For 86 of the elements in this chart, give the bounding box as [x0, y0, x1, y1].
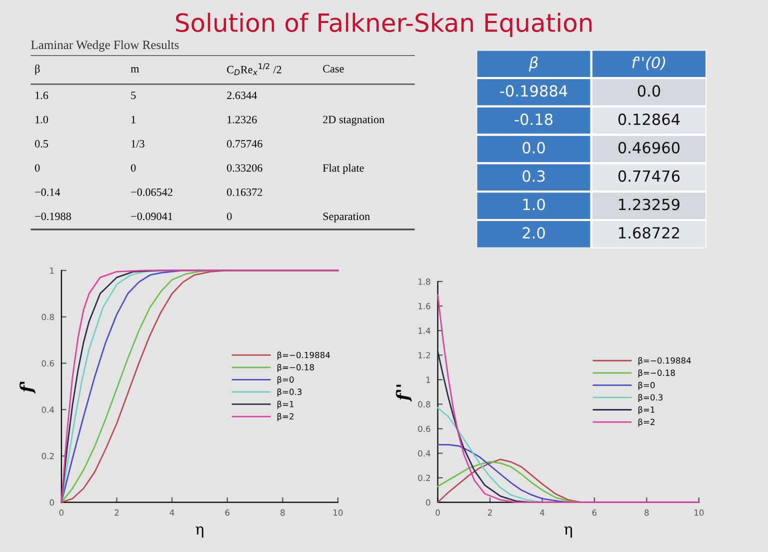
legend-label: β=−0.19884	[277, 352, 330, 360]
legend-label: β=1	[277, 400, 294, 409]
y-tick-label: 0	[426, 499, 430, 506]
category-label: Case	[323, 65, 344, 72]
text: −0.1988	[35, 212, 71, 220]
category-label: f''(0)	[632, 56, 666, 70]
x-tick-label: 10	[694, 509, 704, 516]
y-tick-label: 0.2	[42, 452, 54, 460]
y-tick-label: 1.2	[418, 352, 430, 358]
category-label: m	[130, 67, 140, 72]
x-tick-label: 0	[59, 509, 64, 516]
y-tick-label: 0.6	[418, 426, 430, 432]
y-tick-label: 0.8	[418, 401, 430, 408]
text: −0.06542	[131, 188, 172, 196]
legend-label: β=0.3	[277, 388, 302, 397]
category-label: β	[528, 56, 538, 72]
y-tick-label: 1	[50, 268, 54, 274]
text: 0.3	[522, 170, 545, 182]
text: -0.18	[514, 114, 552, 126]
x-tick-label: 2	[488, 509, 492, 516]
text: 0.75746	[226, 140, 262, 148]
text: Flat plate	[322, 164, 364, 174]
text: −0.14	[35, 188, 60, 196]
y-tick-label: 1.6	[418, 303, 430, 310]
text: 0.5	[34, 140, 48, 148]
text: 0	[34, 164, 40, 172]
legend-label: β=0.3	[638, 394, 663, 402]
line-series	[60, 270, 339, 504]
y-tick-label: 1.4	[418, 328, 430, 334]
legend-label: β=0	[638, 382, 655, 390]
x-tick-label: 0	[436, 509, 440, 516]
text: 0.33206	[226, 164, 262, 172]
text: 2.6344	[227, 92, 257, 100]
text: 0	[226, 212, 232, 220]
text: 0.77476	[618, 170, 680, 182]
text: 0	[130, 164, 136, 172]
text: 1.68722	[619, 227, 680, 239]
text: 1.23259	[619, 198, 680, 210]
text: 0.46960	[618, 142, 680, 154]
category-label: β	[35, 64, 40, 75]
legend-label: β=0	[277, 376, 294, 384]
x-tick-label: 10	[334, 509, 343, 516]
text: 0.0	[638, 85, 660, 97]
legend-label: β=1	[638, 406, 654, 414]
y-axis-title: f''	[396, 384, 412, 402]
y-tick-label: 1	[426, 376, 430, 383]
y-axis-title: f'	[20, 382, 36, 394]
x-tick-label: 8	[644, 509, 649, 516]
text: -0.19884	[500, 85, 568, 97]
text: 0.0	[522, 142, 545, 154]
y-tick-label: 0	[50, 499, 54, 506]
text: 0.16372	[226, 188, 262, 196]
text: 2D stagnation	[323, 116, 384, 126]
x-tick-label: 4	[540, 510, 544, 516]
text: Solution of Falkner-Skan Equation	[176, 12, 592, 37]
y-tick-label: 0.4	[42, 406, 54, 413]
x-tick-label: 6	[592, 509, 597, 516]
x-tick-label: 6	[225, 509, 230, 516]
legend-label: β=2	[277, 413, 294, 422]
text: 2.0	[522, 227, 545, 239]
y-tick-label: 0.8	[42, 314, 54, 320]
x-axis-title: η	[564, 526, 572, 538]
text: 1.2326	[228, 116, 257, 124]
text: 5	[131, 92, 136, 100]
y-tick-label: 1.8	[418, 278, 430, 285]
text: −0.09041	[131, 212, 172, 220]
x-tick-label: 4	[170, 510, 174, 516]
text: 1/3	[132, 140, 144, 148]
text: Laminar Wedge Flow Results	[31, 40, 179, 52]
legend-label: β=−0.19884	[638, 357, 691, 366]
text: 1.6	[36, 92, 48, 100]
text: 1.0	[523, 198, 545, 210]
text: 1.0	[36, 116, 48, 124]
text: 1	[132, 116, 136, 124]
text: 0.12864	[618, 114, 680, 126]
y-tick-label: 0.4	[418, 450, 430, 457]
category-label: C$_{D}$Re$_{x}$$^{1/2}$ /2	[227, 63, 282, 76]
y-tick-label: 0.6	[42, 360, 54, 366]
text: Separation	[323, 212, 370, 222]
legend-label: β=−0.18	[277, 364, 314, 372]
legend-label: β=−0.18	[638, 369, 675, 378]
y-tick-label: 0.2	[418, 474, 430, 482]
x-axis-title: η	[196, 526, 204, 538]
x-tick-label: 8	[280, 509, 285, 516]
x-tick-label: 2	[114, 509, 119, 516]
legend-label: β=2	[638, 418, 654, 427]
